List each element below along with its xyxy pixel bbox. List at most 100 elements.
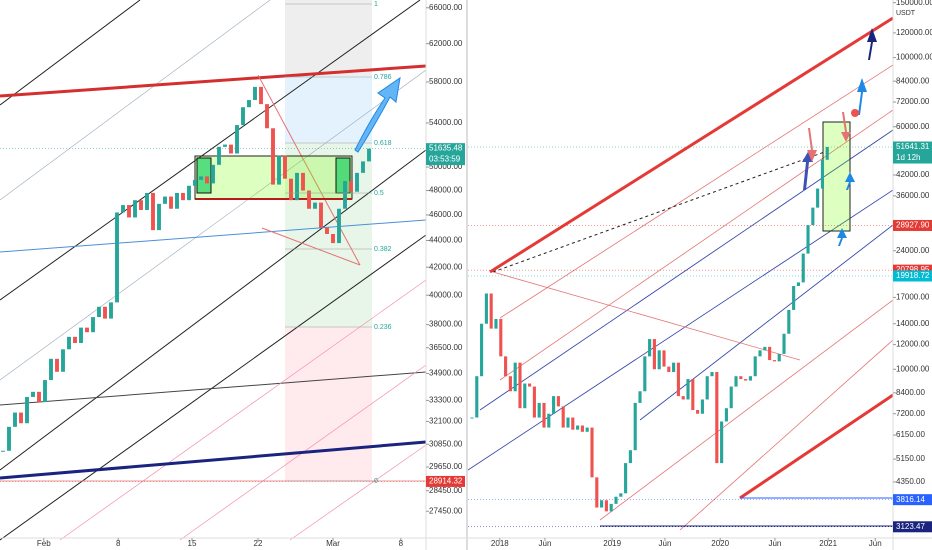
- candle: [301, 172, 305, 191]
- candle: [609, 503, 613, 512]
- candle: [19, 412, 23, 424]
- candle: [91, 317, 95, 333]
- channel-line: [639, 224, 894, 421]
- fib-label: 1: [374, 1, 378, 8]
- channel-line: [289, 444, 427, 541]
- candle: [580, 425, 584, 432]
- candle: [133, 200, 137, 218]
- candle: [532, 386, 536, 418]
- candle: [289, 178, 293, 201]
- candle: [504, 356, 508, 377]
- price-badge: [893, 494, 932, 506]
- fib-zone: [285, 327, 372, 481]
- candle: [361, 161, 365, 173]
- y-tick-label: 66000.00: [429, 3, 463, 12]
- y-tick-label: 44000.00: [429, 236, 463, 245]
- arrow: [845, 172, 855, 190]
- candle: [7, 426, 11, 451]
- candle: [475, 376, 479, 418]
- candle: [484, 293, 488, 324]
- channel-line: [0, 0, 421, 301]
- candle: [628, 450, 632, 464]
- candle: [667, 366, 671, 372]
- channel-line: [489, 16, 894, 274]
- candle: [705, 376, 709, 400]
- y-tick-label: 4350.00: [896, 477, 925, 486]
- y-tick-label: 54000.00: [429, 118, 463, 127]
- y-tick-label: 34900.00: [429, 369, 463, 378]
- channel-line: [599, 299, 894, 521]
- candle: [739, 376, 743, 380]
- candle: [199, 176, 203, 180]
- candle: [768, 346, 772, 361]
- candle: [157, 203, 161, 231]
- candle: [61, 349, 65, 372]
- x-tick-label: Jun: [539, 539, 552, 548]
- price-badge: [893, 219, 932, 231]
- candle: [25, 396, 29, 424]
- median-line: [492, 149, 831, 273]
- resistance-line: [0, 64, 427, 98]
- candle: [480, 323, 484, 377]
- channel-line: [739, 393, 894, 500]
- candle: [624, 463, 628, 494]
- candle: [676, 362, 680, 397]
- candle: [796, 282, 800, 286]
- candle: [241, 107, 245, 126]
- y-tick-label: 17000.00: [896, 293, 930, 302]
- y-tick-label: 24000.00: [896, 246, 930, 255]
- candle: [772, 360, 776, 362]
- y-tick-label: 84000.00: [896, 76, 930, 85]
- channel-line: [479, 129, 894, 411]
- candle: [85, 327, 89, 333]
- candle: [518, 362, 522, 409]
- candle: [643, 356, 647, 392]
- candle: [1, 450, 5, 452]
- channel-line: [467, 189, 894, 471]
- y-tick-label: 28450.00: [429, 486, 463, 495]
- candle: [337, 208, 341, 244]
- candle: [537, 402, 541, 418]
- candle: [513, 362, 517, 392]
- fib-label: 0.618: [374, 140, 392, 147]
- candle: [604, 500, 608, 512]
- candle: [277, 155, 281, 185]
- candle: [109, 302, 113, 319]
- price-badge: [426, 143, 465, 166]
- candle: [662, 350, 666, 367]
- pitchfork-line: [492, 271, 801, 361]
- candle: [600, 500, 604, 508]
- price-badge-label: 28914.32: [429, 477, 463, 486]
- candle: [715, 371, 719, 464]
- channel-line: [59, 279, 427, 541]
- price-badge: [893, 141, 932, 164]
- y-tick-label: 40000.00: [429, 290, 463, 299]
- candle: [265, 104, 269, 129]
- candle: [758, 350, 762, 357]
- arrow: [857, 78, 867, 115]
- y-tick-label: 32100.00: [429, 417, 463, 426]
- price-badge-label: 19918.72: [896, 271, 930, 280]
- y-tick-label: 46000.00: [429, 210, 463, 219]
- y-tick-label: 62000.00: [429, 39, 463, 48]
- candle: [13, 412, 17, 427]
- candle: [115, 212, 119, 303]
- candle: [820, 159, 824, 189]
- candle: [229, 144, 233, 154]
- candle: [259, 86, 263, 105]
- candle: [319, 202, 323, 228]
- candle: [31, 391, 35, 397]
- candle: [672, 362, 676, 372]
- range-box: [196, 157, 212, 194]
- candle: [67, 336, 71, 350]
- candle: [343, 181, 347, 209]
- candle: [648, 339, 652, 357]
- price-badge-label: 3123.47: [896, 522, 925, 531]
- candle: [816, 188, 820, 208]
- candle: [547, 413, 551, 428]
- candle: [181, 192, 185, 201]
- fib-zone: [285, 76, 372, 143]
- x-tick-label: Jun: [659, 539, 672, 548]
- candle: [787, 309, 791, 334]
